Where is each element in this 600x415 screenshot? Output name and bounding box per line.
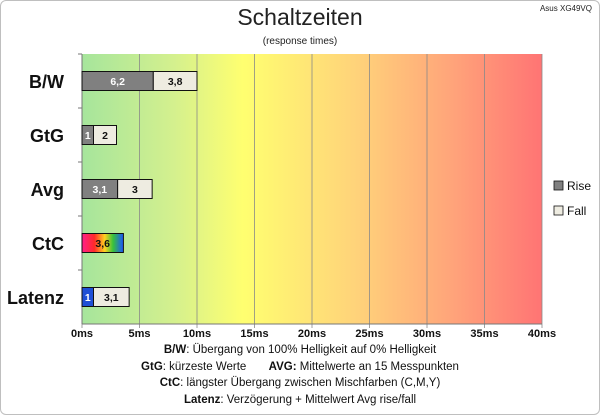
legend-label-rise: Rise (567, 179, 591, 193)
note-ctc: CtC: längster Übergang zwischen Mischfar… (159, 377, 441, 389)
legend-label-fall: Fall (567, 204, 586, 218)
bar-fall (93, 125, 117, 145)
legend-swatch-rise (553, 180, 564, 191)
legend-swatch-fall (553, 205, 564, 216)
category-label: CtC (32, 234, 64, 254)
monitor-model-label: Asus XG49VQ (539, 4, 592, 13)
chart-notes: B/W: Übergang von 100% Helligkeit auf 0%… (0, 342, 600, 408)
category-label: B/W (29, 72, 64, 92)
data-label: 3 (132, 184, 138, 196)
bar-fall (152, 71, 198, 91)
x-tick-label: 25ms (355, 328, 383, 340)
x-tick-label: 10ms (183, 328, 211, 340)
x-tick-label: 30ms (413, 328, 441, 340)
chart-subtitle: (response times) (262, 36, 338, 47)
bar-rise (81, 233, 124, 253)
category-label: Latenz (7, 288, 64, 308)
x-tick-label: 35ms (470, 328, 498, 340)
data-label: 6,2 (110, 76, 125, 88)
note-bw: B/W: Übergang von 100% Helligkeit auf 0%… (163, 344, 437, 356)
x-tick-label: 15ms (240, 328, 268, 340)
bar-fall (117, 179, 153, 199)
data-label: 1 (85, 130, 91, 142)
x-tick-label: 0ms (71, 328, 93, 340)
x-tick-label: 5ms (128, 328, 150, 340)
data-label: 2 (102, 130, 108, 142)
category-label: Avg (31, 180, 64, 200)
note-gtg-avg: GtG: kürzeste Werte AVG: Mittelwerte an … (141, 360, 459, 373)
data-label: 3,1 (93, 184, 108, 196)
note-latenz: Latenz: Verzögerung + Mittelwert Avg ris… (183, 393, 417, 406)
data-label: 3,1 (104, 292, 119, 304)
data-label: 3,6 (95, 238, 110, 250)
data-label: 1 (85, 292, 91, 304)
x-tick-label: 40ms (528, 328, 556, 340)
category-label: GtG (30, 126, 64, 146)
chart-title: Schaltzeiten (237, 4, 363, 30)
data-label: 3,8 (168, 76, 183, 88)
x-tick-label: 20ms (298, 328, 326, 340)
bar-fall (93, 287, 130, 307)
